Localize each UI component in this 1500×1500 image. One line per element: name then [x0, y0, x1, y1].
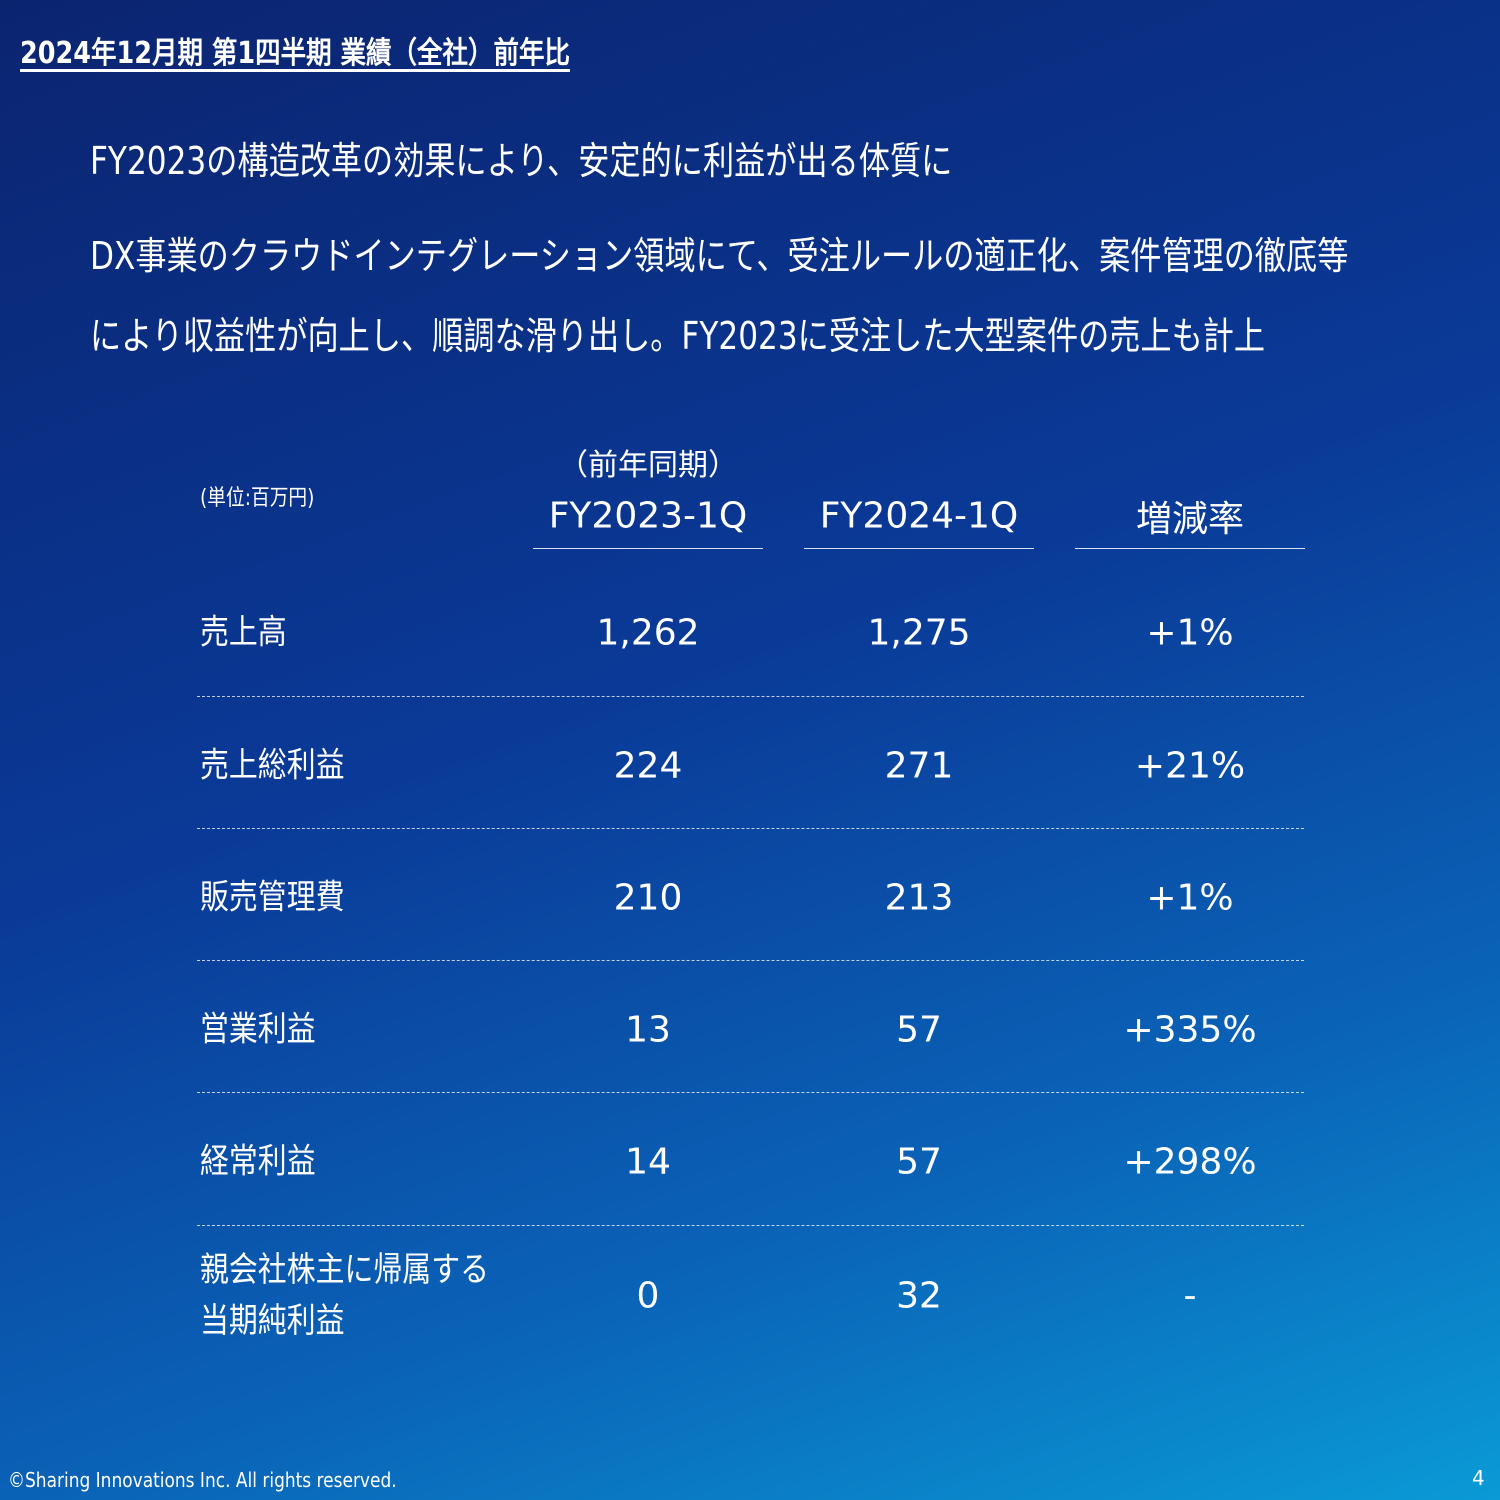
table-cell: +1%	[1146, 612, 1234, 654]
row-label: 販売管理費	[200, 877, 345, 918]
bullet-line: DX事業のクラウドインテグレーション領域にて、受注ルールの適正化、案件管理の徹底…	[90, 234, 1349, 278]
header-underline	[804, 548, 1034, 549]
row-label: 営業利益	[200, 1009, 316, 1050]
row-separator	[197, 828, 1304, 829]
table-cell: +1%	[1146, 877, 1234, 919]
table-cell: +298%	[1123, 1141, 1257, 1183]
table-cell: 57	[896, 1009, 942, 1051]
unit-label: (単位:百万円)	[200, 486, 315, 511]
table-cell: 1,262	[596, 612, 700, 654]
table-cell: 57	[896, 1141, 942, 1183]
table-cell: 1,275	[867, 612, 971, 654]
column-note: （前年同期）	[558, 448, 738, 483]
table-cell: +21%	[1134, 745, 1246, 787]
row-separator	[197, 960, 1304, 961]
copyright: ©Sharing Innovations Inc. All rights res…	[8, 1468, 397, 1492]
header-underline	[533, 548, 763, 549]
table-cell: 224	[613, 745, 683, 787]
bullet-line: FY2023の構造改革の効果により、安定的に利益が出る体質に	[90, 139, 953, 183]
table-cell: 32	[896, 1275, 942, 1317]
row-separator	[197, 695, 1304, 697]
row-label: 経常利益	[200, 1141, 316, 1182]
column-header: 増減率	[1135, 499, 1244, 540]
header-underline	[1075, 548, 1305, 549]
table-cell: 14	[625, 1141, 671, 1183]
page-number: 4	[1472, 1466, 1485, 1490]
table-cell: -	[1183, 1275, 1197, 1317]
row-label: 売上高	[200, 612, 287, 653]
row-separator	[197, 1092, 1304, 1093]
row-separator	[197, 1225, 1304, 1226]
table-cell: +335%	[1123, 1009, 1257, 1051]
column-header: FY2023-1Q	[548, 495, 748, 537]
table-cell: 271	[884, 745, 954, 787]
table-cell: 210	[613, 877, 683, 919]
row-label: 親会社株主に帰属する 当期純利益	[200, 1250, 489, 1341]
table-cell: 0	[636, 1275, 660, 1317]
table-cell: 13	[625, 1009, 671, 1051]
table-cell: 213	[884, 877, 954, 919]
bullet-line: により収益性が向上し、順調な滑り出し。FY2023に受注した大型案件の売上も計上	[90, 314, 1266, 358]
row-label: 売上総利益	[200, 745, 345, 786]
column-header: FY2024-1Q	[819, 495, 1019, 537]
slide-title: 2024年12月期 第1四半期 業績（全社）前年比	[20, 36, 570, 71]
